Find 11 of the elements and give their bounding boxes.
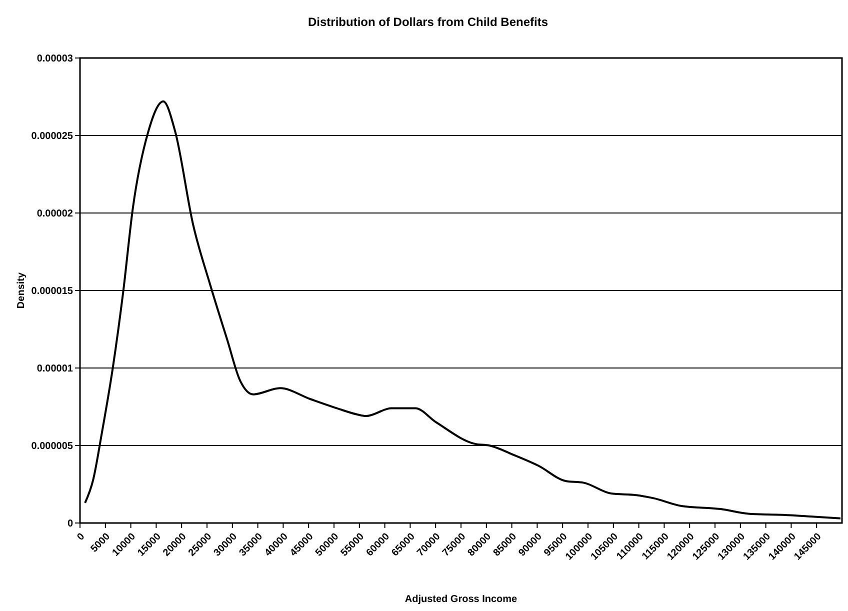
y-tick-label: 0.000005 xyxy=(31,441,74,452)
y-axis-title: Density xyxy=(16,272,27,309)
y-tick-label: 0.000015 xyxy=(31,286,74,297)
x-axis-title: Adjusted Gross Income xyxy=(404,594,518,605)
y-tick-label: 0.00001 xyxy=(36,364,74,374)
y-tick-label: 0 xyxy=(67,518,74,530)
x-tick-label: 0 xyxy=(75,530,88,544)
y-tick-label: 0.00002 xyxy=(36,208,74,220)
y-tick-label: 0.00003 xyxy=(36,54,74,64)
y-tick-label: 0.000025 xyxy=(31,131,74,142)
chart-title: Distribution of Dollars from Child Benefits xyxy=(308,15,548,29)
